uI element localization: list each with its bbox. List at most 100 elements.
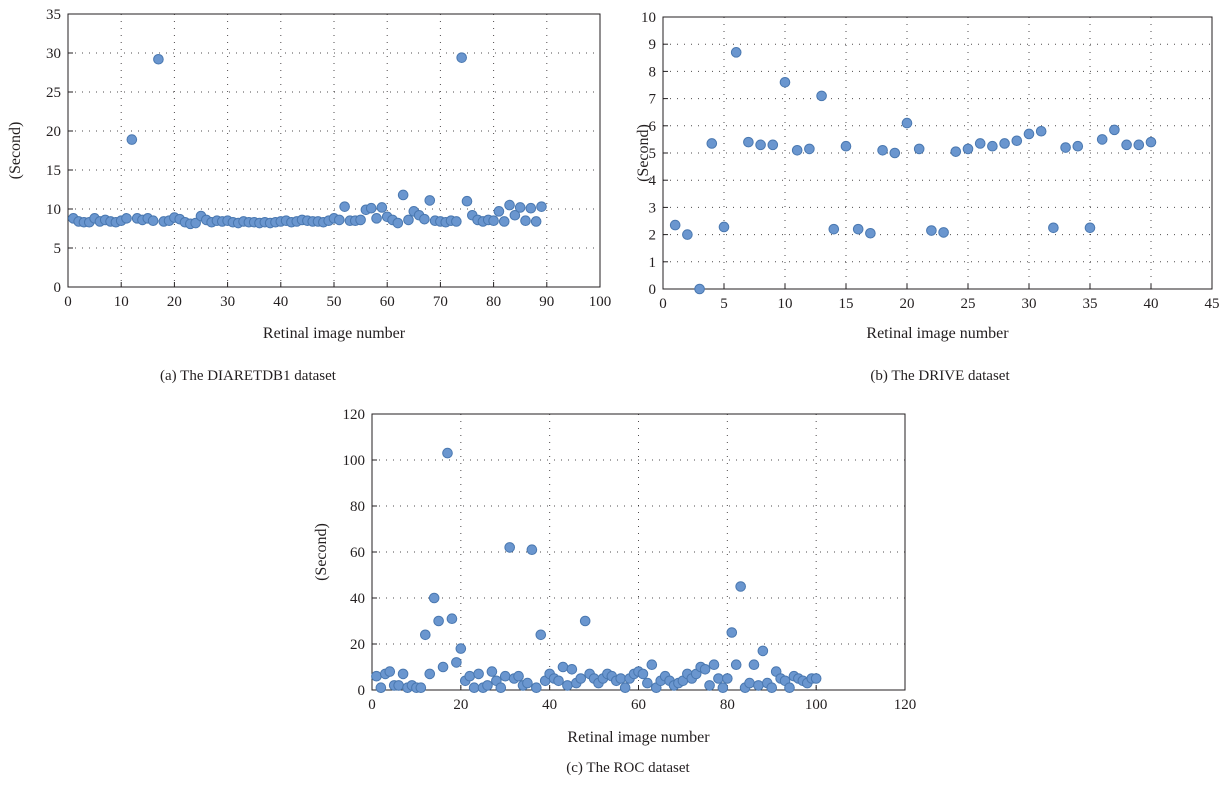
- chart-c-data-point: [482, 680, 493, 691]
- chart-c-data-point: [384, 666, 396, 677]
- chart-b-xtick-label: 45: [1205, 296, 1220, 312]
- chart-b-ytick-label: 8: [649, 64, 657, 80]
- chart-c-ytick-label: 100: [343, 453, 366, 469]
- chart-a-plot-frame: [67, 13, 601, 288]
- chart-a-data-point: [504, 199, 515, 211]
- chart-a-data-point: [126, 134, 138, 145]
- chart-b-data-point: [987, 140, 998, 152]
- chart-b-data-point: [1048, 222, 1059, 234]
- chart-c-ytick-label: 80: [350, 499, 365, 515]
- chart-c-data-point: [744, 677, 755, 689]
- chart-b-data-point: [962, 143, 974, 155]
- chart-c-xtick-label: 120: [894, 697, 917, 713]
- chart-b-ytick-label: 1: [649, 255, 657, 271]
- chart-c-data-point: [437, 661, 449, 673]
- chart-a-data-point: [536, 201, 547, 212]
- chart-b-xtick-label: 40: [1144, 296, 1159, 312]
- chart-b-data-point: [1035, 125, 1047, 137]
- chart-c-data-point: [371, 670, 382, 682]
- chart-c-data-point: [699, 664, 711, 675]
- chart-a-ytick-label: 20: [46, 124, 61, 140]
- chart-c-xtick-label: 80: [720, 697, 735, 713]
- chart-b-xtick-label: 10: [778, 296, 793, 312]
- chart-b-data-point: [938, 227, 949, 238]
- chart-b-data-point: [730, 47, 742, 58]
- chart-c-data-point: [531, 682, 542, 694]
- chart-a-xlabel: Retinal image number: [263, 325, 406, 342]
- chart-c-data-point: [615, 673, 627, 684]
- chart-a-ylabel: (Second): [7, 122, 24, 180]
- chart-b-data-point: [779, 76, 791, 88]
- chart-c-ytick-label: 120: [343, 407, 366, 423]
- chart-c-xtick-label: 20: [453, 697, 468, 713]
- chart-a-data-point: [509, 209, 521, 221]
- chart-c-data-point: [766, 682, 778, 694]
- chart-b-data-point: [901, 117, 913, 129]
- chart-a-data-point: [376, 202, 388, 213]
- chart-b-data-point: [865, 227, 876, 239]
- chart-b-xtick-label: 20: [900, 296, 915, 312]
- chart-c-data-point: [708, 659, 720, 671]
- chart-c-data-point: [748, 659, 760, 671]
- chart-c-data-point: [735, 581, 746, 592]
- chart-c-data-point: [753, 680, 764, 691]
- chart-c-data-point: [713, 673, 724, 684]
- chart-c-data-point: [642, 677, 653, 689]
- chart-a-data-point: [488, 215, 499, 226]
- chart-c-data-point: [495, 682, 507, 694]
- chart-b-data-point: [913, 143, 925, 155]
- chart-a-data-point: [397, 189, 409, 201]
- chart-a-xtick-label: 70: [433, 294, 448, 310]
- chart-b-data-point: [743, 136, 754, 148]
- chart-b-data-point: [767, 139, 779, 151]
- chart-c-xtick-label: 0: [368, 697, 376, 713]
- chart-a: 0 10 20 30 40 50 60 70 80 90 100 0 5 10 15 20 25 30 35 Reti…: [7, 7, 611, 384]
- chart-b-data-point: [926, 225, 937, 236]
- chart-a-data-point: [456, 52, 467, 63]
- chart-c-data-point: [757, 645, 769, 657]
- chart-b-data-point: [669, 219, 681, 231]
- chart-a-data-point: [392, 217, 404, 229]
- chart-c-data-point: [566, 664, 578, 675]
- chart-c-ylabel: (Second): [313, 523, 330, 581]
- chart-b-data-point: [1011, 135, 1023, 147]
- chart-a-data-point: [355, 214, 366, 226]
- chart-a-ytick-label: 25: [46, 85, 61, 101]
- chart-b-ytick-label: 5: [649, 146, 657, 162]
- chart-b-xtick-label: 5: [720, 296, 728, 312]
- chart-b-data-point: [1072, 140, 1084, 152]
- chart-a-ytick-label: 10: [46, 202, 61, 218]
- chart-b-data-point: [1145, 136, 1157, 148]
- chart-a-data-point: [498, 216, 510, 227]
- chart-c-data-point: [717, 682, 729, 694]
- chart-b-data-point: [1084, 222, 1096, 234]
- chart-b-xtick-label: 25: [961, 296, 976, 312]
- chart-b-data-point: [1121, 139, 1132, 151]
- chart-c-data-point: [619, 682, 631, 694]
- chart-a-xtick-label: 60: [380, 294, 395, 310]
- chart-c-data-point: [464, 670, 476, 682]
- chart-c-caption: (c) The ROC dataset: [566, 760, 690, 776]
- chart-a-data-point: [493, 206, 505, 217]
- chart-c-data-point: [513, 670, 524, 682]
- chart-b-data-point: [694, 283, 705, 295]
- chart-a-xtick-label: 10: [114, 294, 129, 310]
- chart-c-ytick-label: 20: [350, 637, 365, 653]
- chart-b-data-point: [706, 138, 718, 149]
- chart-b-data-point: [877, 144, 888, 156]
- chart-b-data-point: [1023, 128, 1035, 140]
- chart-a-ytick-label: 30: [46, 46, 61, 62]
- chart-c-data-point: [810, 673, 822, 684]
- chart-c-data-point: [784, 682, 795, 694]
- chart-a-data-point: [525, 202, 537, 214]
- chart-b-data-point: [950, 146, 962, 157]
- chart-a-xtick-label: 100: [589, 294, 612, 310]
- chart-b-data-point: [755, 139, 766, 151]
- chart-c-ytick-label: 0: [358, 683, 366, 699]
- chart-a-ytick-label: 15: [46, 163, 61, 179]
- chart-c-data-point: [455, 643, 467, 654]
- chart-b-data-point: [999, 138, 1010, 149]
- chart-a-xtick-label: 20: [167, 294, 182, 310]
